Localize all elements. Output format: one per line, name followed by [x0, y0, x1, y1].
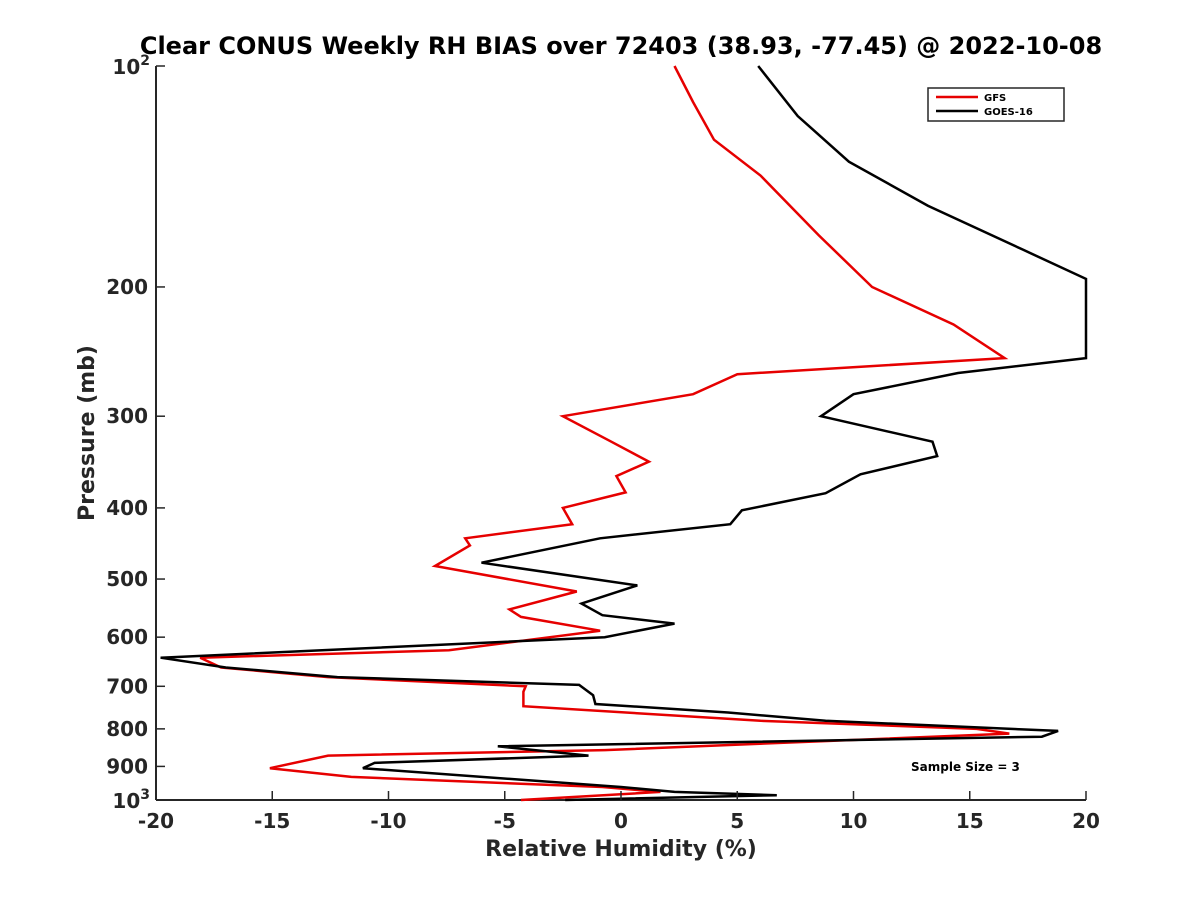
y-ticks: 102 200 300 400 500 600 700 800 900 103 — [106, 53, 165, 813]
chart-title: Clear CONUS Weekly RH BIAS over 72403 (3… — [140, 32, 1102, 60]
y-axis-label: Pressure (mb) — [75, 345, 100, 521]
x-tick-label: 0 — [614, 809, 628, 833]
series-layer — [160, 65, 1088, 802]
plot-area — [155, 66, 1086, 801]
x-tick-label: 15 — [956, 809, 984, 833]
y-tick-label: 103 — [112, 787, 150, 813]
x-tick-label: -10 — [370, 809, 406, 833]
y-tick-label: 200 — [106, 275, 148, 299]
x-tick-label: 5 — [730, 809, 744, 833]
x-tick-label: -20 — [138, 809, 174, 833]
y-tick-label: 102 — [112, 53, 150, 79]
x-tick-label: 20 — [1072, 809, 1100, 833]
legend-label-goes16: GOES-16 — [984, 107, 1033, 118]
y-tick-label: 300 — [106, 404, 148, 428]
legend-label-gfs: GFS — [984, 93, 1006, 104]
series-line-goes16 — [160, 65, 1088, 802]
sample-size-annotation: Sample Size = 3 — [911, 760, 1020, 774]
series-line-gfs — [199, 65, 1010, 802]
y-tick-label: 900 — [106, 754, 148, 778]
x-ticks: -20 -15 -10 -5 0 5 10 15 20 — [138, 791, 1100, 833]
x-tick-label: -5 — [494, 809, 516, 833]
y-tick-label: 400 — [106, 496, 148, 520]
y-tick-label: 700 — [106, 674, 148, 698]
y-tick-label: 600 — [106, 625, 148, 649]
x-tick-label: 10 — [840, 809, 868, 833]
legend: GFS GOES-16 — [927, 87, 1065, 122]
x-tick-label: -15 — [254, 809, 290, 833]
legend-box — [927, 87, 1065, 122]
y-tick-label: 500 — [106, 567, 148, 591]
y-tick-label: 800 — [106, 717, 148, 741]
x-axis-label: Relative Humidity (%) — [485, 837, 757, 862]
